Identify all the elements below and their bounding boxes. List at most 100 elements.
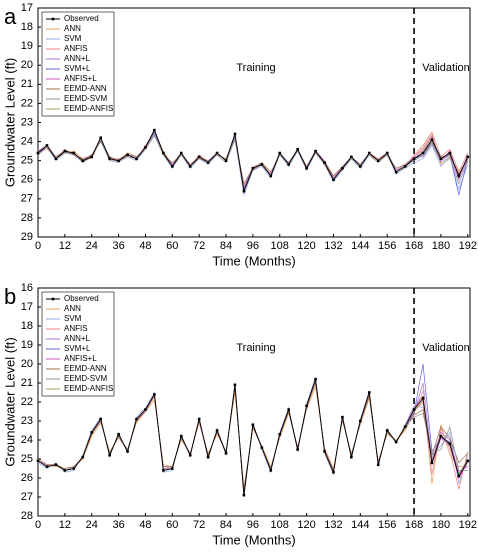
data-point — [314, 377, 317, 381]
series-line — [38, 379, 469, 496]
data-point — [457, 174, 461, 178]
data-point — [367, 151, 371, 155]
region-label: Validation — [422, 342, 470, 354]
data-point — [63, 469, 67, 472]
legend-label: EEMD-ANFIS — [64, 104, 113, 113]
data-point — [448, 151, 452, 155]
data-point — [72, 151, 76, 155]
data-point — [90, 431, 94, 434]
x-axis-title: Time (Months) — [212, 532, 295, 547]
x-tick-label: 144 — [351, 240, 369, 252]
data-point — [99, 417, 102, 421]
x-tick-label: 12 — [59, 240, 71, 252]
legend-marker — [51, 17, 55, 21]
legend-label: ANFIS+L — [64, 74, 97, 83]
x-tick-label: 72 — [193, 240, 205, 252]
x-tick-label: 144 — [351, 519, 369, 531]
data-point — [99, 136, 102, 140]
data-point — [430, 138, 434, 141]
data-point — [269, 174, 273, 178]
x-tick-label: 60 — [166, 519, 178, 531]
series-line — [38, 385, 468, 488]
data-point — [323, 161, 326, 164]
x-tick-label: 72 — [193, 519, 205, 531]
data-point — [188, 453, 192, 457]
legend-label: EEMD-SVM — [64, 374, 107, 383]
legend-label: SVM — [64, 314, 82, 323]
data-point — [376, 463, 380, 466]
data-point — [359, 165, 362, 168]
data-point — [233, 132, 237, 136]
panel-label: a — [4, 4, 17, 29]
x-tick-label: 156 — [378, 240, 396, 252]
data-point — [171, 467, 174, 470]
data-point — [108, 453, 111, 457]
x-tick-label: 60 — [166, 240, 178, 252]
x-tick-label: 168 — [405, 519, 423, 531]
y-tick-label: 26 — [21, 472, 33, 484]
data-point — [171, 165, 174, 168]
y-tick-label: 28 — [21, 212, 33, 224]
y-tick-label: 27 — [21, 193, 33, 205]
x-tick-label: 180 — [432, 519, 450, 531]
series-line — [38, 131, 469, 189]
region-label: Validation — [422, 62, 470, 74]
y-tick-label: 20 — [21, 59, 33, 71]
data-point — [412, 157, 416, 161]
data-point — [296, 147, 299, 151]
y-axis-title: Groundwater Level (ft) — [2, 337, 17, 466]
data-point — [251, 423, 255, 427]
y-tick-label: 22 — [21, 97, 33, 109]
series-line — [38, 131, 469, 191]
data-point — [233, 383, 237, 387]
data-point — [350, 155, 353, 159]
y-tick-label: 24 — [21, 434, 33, 446]
data-point — [81, 159, 85, 162]
data-point — [153, 128, 156, 132]
y-tick-label: 21 — [21, 78, 33, 90]
y-tick-label: 19 — [21, 40, 33, 52]
y-tick-label: 22 — [21, 396, 33, 408]
data-point — [359, 419, 362, 423]
data-point — [421, 151, 425, 155]
data-point — [323, 450, 326, 453]
x-axis-title: Time (Months) — [212, 253, 295, 268]
legend-label: Observed — [64, 14, 99, 23]
x-tick-label: 48 — [139, 240, 151, 252]
legend-label: SVM+L — [64, 64, 91, 73]
legend-label: ANN — [64, 24, 81, 33]
data-point — [260, 446, 264, 449]
data-point — [215, 151, 219, 155]
data-point — [439, 434, 443, 438]
data-point — [126, 153, 129, 157]
y-tick-label: 20 — [21, 358, 33, 370]
data-point — [332, 178, 335, 182]
data-point — [260, 163, 264, 166]
data-point — [287, 408, 290, 411]
data-point — [144, 146, 147, 149]
x-tick-label: 120 — [297, 519, 315, 531]
data-point — [206, 161, 210, 164]
legend-marker — [51, 297, 55, 301]
series-line — [38, 129, 469, 193]
data-point — [403, 425, 407, 428]
data-point — [126, 450, 129, 453]
legend-label: ANN+L — [64, 54, 91, 63]
data-point — [412, 408, 416, 411]
series-line — [38, 129, 469, 193]
data-point — [287, 163, 290, 166]
data-point — [376, 159, 380, 162]
y-tick-label: 28 — [21, 510, 33, 522]
x-tick-label: 132 — [324, 240, 342, 252]
data-point — [215, 429, 219, 432]
y-tick-label: 17 — [21, 301, 33, 313]
region-label: Training — [236, 62, 275, 74]
x-tick-label: 12 — [59, 519, 71, 531]
data-point — [72, 467, 76, 470]
data-point — [251, 167, 255, 170]
legend-label: EEMD-ANFIS — [64, 384, 113, 393]
data-point — [54, 157, 58, 161]
data-point — [394, 440, 398, 444]
x-tick-label: 36 — [112, 240, 124, 252]
